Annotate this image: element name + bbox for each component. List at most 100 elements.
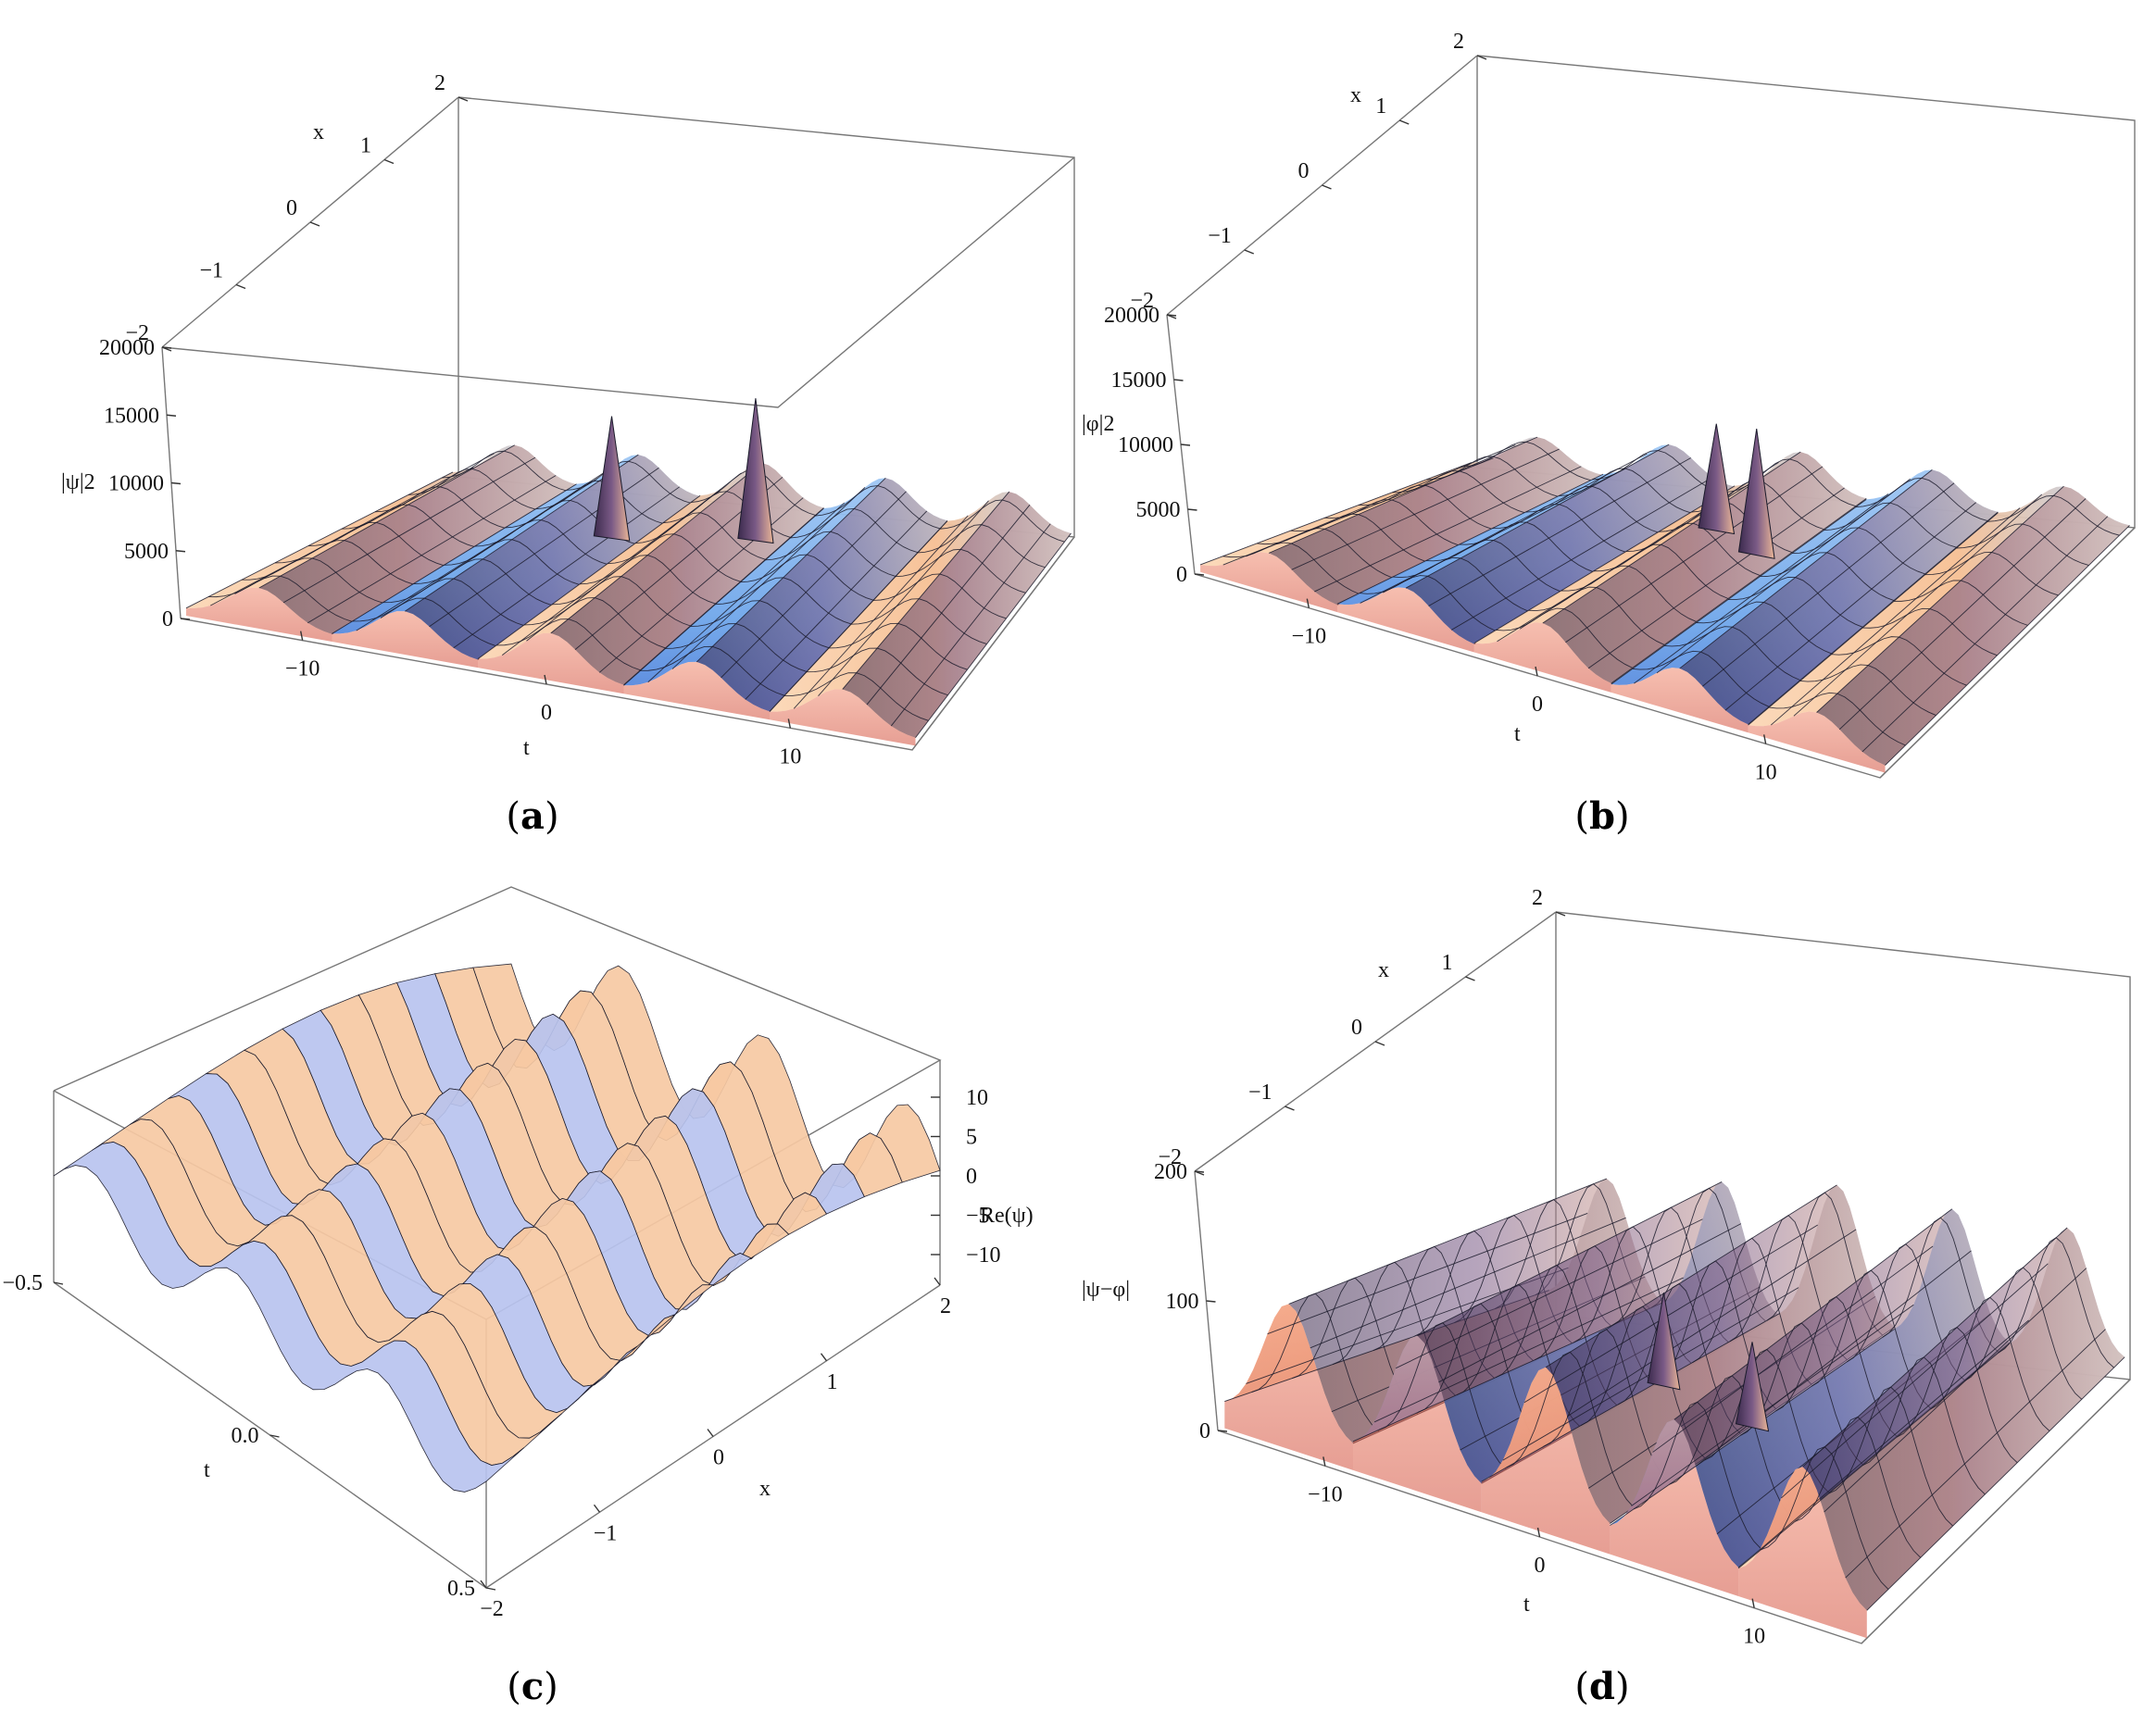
- panel-a-z-label: |ψ|2: [61, 470, 95, 494]
- panel-c-surface: [53, 963, 941, 1493]
- mesh-row-4: [1831, 636, 1967, 686]
- x-tick: [593, 1504, 601, 1513]
- t-tick: [1751, 1598, 1755, 1608]
- mesh-row-4: [1930, 1296, 2050, 1431]
- x-tick-label: −2: [125, 321, 149, 345]
- z-tick: [1206, 1300, 1216, 1303]
- mesh-row-3: [1791, 527, 1925, 575]
- t-tick-label: 10: [1755, 760, 1777, 784]
- ridge-front-1: [1336, 587, 1474, 653]
- x-tick: [458, 96, 469, 102]
- z-tick-label: 5000: [1136, 498, 1181, 522]
- z-tick: [1180, 443, 1191, 446]
- mesh-row-0: [1290, 513, 1426, 563]
- z-tick-label: 100: [1166, 1290, 1199, 1314]
- mesh-row-2: [1543, 1329, 1670, 1483]
- t-tick-label: 0.0: [232, 1424, 259, 1448]
- mesh-row-0: [441, 450, 567, 492]
- t-tick-label: −10: [285, 657, 320, 681]
- mesh-row-0: [1358, 484, 1493, 530]
- ridge-face-1: [405, 455, 700, 660]
- x-tick: [1465, 976, 1475, 981]
- x-tick-label: 0: [713, 1446, 724, 1470]
- mesh-row-3: [1696, 601, 1832, 655]
- x-tick: [235, 283, 246, 290]
- mesh-row-1: [566, 460, 692, 504]
- x-tick-label: 1: [827, 1370, 838, 1394]
- x-tick-label: 1: [360, 134, 371, 158]
- x-tick: [383, 158, 395, 165]
- z-tick-label: 200: [1154, 1160, 1187, 1184]
- z-tick-label: 10: [966, 1086, 988, 1110]
- mesh-row-1: [352, 597, 497, 647]
- z-tick: [1217, 1430, 1228, 1432]
- x-tick: [820, 1353, 828, 1362]
- ridge-face-4: [1802, 1227, 2125, 1611]
- mesh-row-2: [1593, 543, 1729, 599]
- panel-d-caption-letter: d: [1589, 1665, 1615, 1708]
- ridge-front-1: [1353, 1335, 1482, 1513]
- x-tick: [1285, 1106, 1295, 1111]
- ridge-face-0: [258, 444, 577, 634]
- spike-1: [737, 398, 774, 544]
- t-tick: [1322, 1456, 1326, 1467]
- t-tick: [1536, 1527, 1541, 1538]
- mesh-row-1: [1559, 468, 1692, 514]
- t-tick: [1535, 666, 1538, 677]
- mesh-row-0: [307, 521, 445, 567]
- mesh-row-0: [341, 504, 475, 548]
- mesh-row-2: [607, 533, 741, 582]
- ridge-front-4: [1738, 1467, 1867, 1639]
- ridge-front-0: [1224, 1304, 1353, 1470]
- mesh-row-2: [1561, 565, 1697, 622]
- mesh-row-1: [1425, 539, 1561, 593]
- panel-d-caption: (d): [1574, 1665, 1629, 1708]
- mesh-row-0: [407, 468, 536, 510]
- x-tick-label: 2: [1453, 30, 1464, 54]
- z-tick: [1187, 508, 1197, 511]
- ridge-front-4: [770, 689, 916, 746]
- mesh-row-3: [1632, 650, 1770, 707]
- panel-a-box-top: [161, 156, 1075, 408]
- mesh-row-4: [1799, 664, 1937, 716]
- panel-b-z-label: |φ|2: [1082, 412, 1114, 436]
- panel-b-t-label: t: [1514, 722, 1521, 746]
- mesh-row-2: [551, 576, 691, 627]
- mesh-row-2: [634, 512, 766, 560]
- mesh-row-2: [1506, 1351, 1635, 1508]
- panel-b-surface: [1199, 423, 2130, 773]
- mesh-row-4: [895, 548, 1026, 593]
- mesh-row-2: [1496, 607, 1633, 668]
- t-tick: [299, 631, 304, 641]
- mesh-row-2: [1724, 458, 1856, 507]
- panel-a-x-label: x: [313, 120, 324, 144]
- x-tick-label: −1: [1248, 1081, 1272, 1105]
- ridge-face-3: [1679, 469, 1999, 725]
- x-tick: [934, 1277, 941, 1286]
- x-tick: [309, 221, 320, 227]
- mesh-row-4: [1862, 607, 1998, 656]
- panel-c-z-label: Re(ψ): [980, 1204, 1034, 1228]
- mesh-row-4: [917, 524, 1046, 568]
- mesh-row-0: [1222, 542, 1360, 595]
- mesh-line-2-0: [477, 494, 701, 660]
- panel-d-box-floor: [1217, 1379, 2131, 1644]
- mesh-row-0: [274, 540, 414, 585]
- mesh-row-4: [939, 499, 1065, 543]
- mesh-row-4: [872, 573, 1007, 619]
- z-tick-label: 0: [1199, 1419, 1210, 1443]
- t-tick: [53, 1281, 64, 1285]
- mesh-row-0: [241, 557, 383, 604]
- mesh-row-1: [1378, 1322, 1507, 1470]
- mesh-row-2: [523, 597, 666, 649]
- mesh-row-1: [1359, 575, 1497, 631]
- x-tick: [1398, 119, 1410, 125]
- x-tick-label: 0: [1351, 1016, 1362, 1040]
- z-tick: [175, 550, 186, 553]
- spike-1: [1737, 429, 1775, 559]
- panel-a-box-floor: [180, 536, 1075, 751]
